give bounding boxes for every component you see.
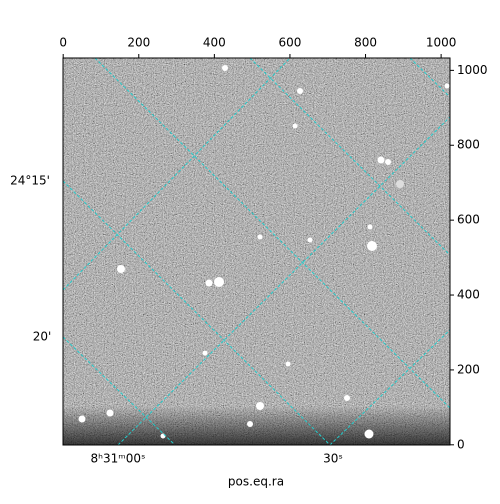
- image: [63, 58, 450, 445]
- x-tick-label: 0: [59, 36, 67, 50]
- coordinate-grid: [63, 58, 450, 445]
- ra-tick-label: 30ˢ: [323, 452, 343, 466]
- stars: [78, 65, 450, 439]
- x-tick-label: 400: [203, 36, 226, 50]
- x-tick-label: 1000: [426, 36, 457, 50]
- x-tick-label: 600: [278, 36, 301, 50]
- ra-tick-label: 8ʰ31ᵐ00ˢ: [91, 452, 146, 466]
- dec-tick-label: 20': [33, 330, 52, 344]
- y-tick-label: 0: [457, 437, 465, 451]
- x-tick-label: 200: [127, 36, 150, 50]
- y-tick-label: 600: [457, 213, 480, 227]
- frame: [62, 57, 451, 446]
- y-tick-label: 200: [457, 362, 480, 376]
- x-tick-label: 800: [354, 36, 377, 50]
- y-tick-label: 1000: [457, 63, 488, 77]
- x-axis-label: pos.eq.ra: [228, 475, 284, 489]
- dec-tick-label: 24°15': [10, 174, 50, 188]
- y-tick-label: 400: [457, 288, 480, 302]
- y-tick-label: 800: [457, 138, 480, 152]
